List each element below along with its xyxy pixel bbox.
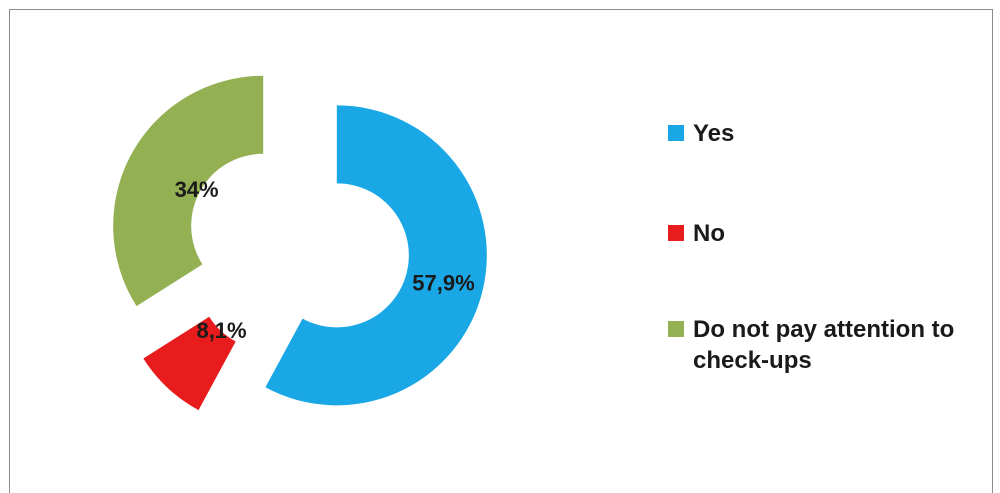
slice-yes xyxy=(265,105,487,406)
slice-do-not-pay-attention xyxy=(113,75,264,307)
slice-label-no: 8,1% xyxy=(196,318,246,343)
legend-swatch-do-not-pay-attention xyxy=(668,321,684,337)
legend-label-yes: Yes xyxy=(693,120,735,147)
legend-swatch-no xyxy=(668,225,684,241)
legend-swatch-yes xyxy=(668,125,684,141)
legend-item-no: No xyxy=(668,218,993,249)
slice-no xyxy=(143,316,236,411)
legend-item-do-not-pay-attention: Do not pay attention to check-ups xyxy=(668,314,993,376)
legend-item-yes: Yes xyxy=(668,118,993,149)
slice-label-yes: 57,9% xyxy=(412,270,474,295)
slice-label-do-not-pay-attention: 34% xyxy=(175,177,219,202)
legend-label-do-not-pay-attention: Do not pay attention to check-ups xyxy=(693,316,955,374)
legend-label-no: No xyxy=(693,220,725,247)
